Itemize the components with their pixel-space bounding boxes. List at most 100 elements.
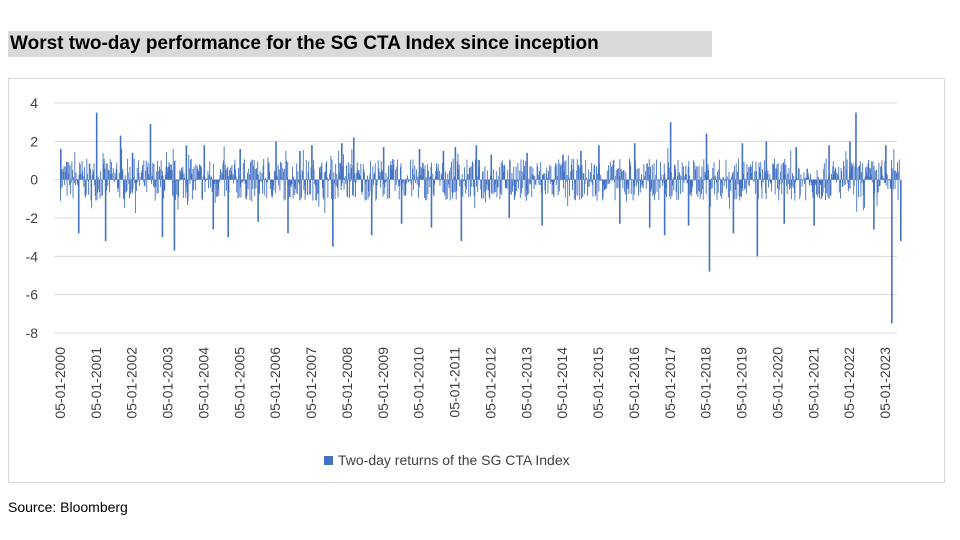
- noise-bar: [176, 179, 178, 195]
- noise-bar: [766, 174, 768, 180]
- noise-bar: [168, 161, 170, 180]
- noise-bar: [547, 179, 549, 194]
- noise-bar: [473, 179, 475, 196]
- noise-bar: [895, 170, 897, 180]
- noise-bar: [730, 179, 732, 192]
- data-bar: [849, 141, 851, 180]
- noise-bar: [395, 179, 397, 185]
- noise-bar: [320, 165, 322, 180]
- noise-bar: [459, 179, 461, 181]
- noise-bar: [861, 172, 862, 180]
- noise-bar: [241, 179, 242, 183]
- noise-bar: [741, 179, 743, 189]
- noise-bar: [242, 179, 244, 183]
- noise-bar: [632, 179, 634, 201]
- noise-bar: [254, 179, 256, 196]
- noise-bar: [633, 179, 635, 186]
- noise-bar: [266, 179, 268, 198]
- noise-bar: [735, 163, 737, 180]
- noise-bar: [778, 179, 780, 191]
- noise-bar: [497, 179, 498, 189]
- noise-bar: [763, 160, 765, 180]
- noise-bar: [608, 179, 610, 184]
- noise-bar: [73, 179, 75, 183]
- noise-bar: [416, 169, 418, 180]
- noise-bar: [171, 170, 173, 180]
- noise-bar: [492, 169, 494, 180]
- noise-bar: [464, 167, 466, 180]
- noise-bar: [164, 179, 166, 191]
- noise-bar: [222, 163, 224, 180]
- noise-bar: [696, 179, 698, 195]
- noise-bar: [217, 179, 219, 190]
- noise-bar: [458, 169, 460, 180]
- noise-bar: [652, 179, 654, 195]
- noise-bar: [554, 166, 556, 180]
- noise-bar: [729, 179, 731, 183]
- noise-bar: [726, 176, 728, 180]
- noise-bar: [402, 179, 404, 183]
- noise-bar: [643, 176, 645, 180]
- noise-bar: [341, 179, 343, 186]
- noise-bar: [130, 179, 132, 180]
- noise-bar: [691, 179, 693, 188]
- noise-bar: [486, 170, 488, 180]
- noise-bar: [209, 179, 211, 188]
- noise-bar: [439, 179, 441, 186]
- noise-bar: [389, 179, 391, 199]
- data-bar: [795, 147, 797, 180]
- data-bar: [212, 179, 215, 230]
- noise-bar: [429, 176, 431, 180]
- noise-bar: [96, 179, 98, 200]
- data-bar: [855, 112, 857, 180]
- noise-bar: [557, 179, 559, 196]
- noise-bar: [690, 179, 692, 197]
- noise-bar: [280, 176, 282, 180]
- noise-bar: [169, 164, 171, 180]
- noise-bar: [66, 179, 68, 196]
- noise-bar: [71, 161, 73, 180]
- noise-bar: [629, 161, 631, 180]
- noise-bar: [767, 170, 769, 180]
- noise-bar: [688, 160, 690, 180]
- noise-bar: [347, 162, 349, 180]
- noise-bar: [344, 178, 346, 180]
- noise-bar: [194, 179, 196, 191]
- noise-bar: [880, 166, 882, 180]
- noise-bar: [224, 179, 226, 197]
- noise-bar: [215, 179, 217, 197]
- noise-bar: [390, 160, 392, 180]
- noise-bar: [678, 171, 680, 180]
- noise-bar: [621, 172, 623, 180]
- noise-bar: [351, 149, 353, 180]
- noise-bar: [862, 163, 864, 180]
- noise-bar: [787, 173, 789, 180]
- noise-bar: [172, 148, 174, 180]
- noise-bar: [753, 179, 755, 182]
- noise-bar: [501, 179, 503, 195]
- noise-bar: [314, 179, 316, 184]
- noise-bar: [545, 179, 546, 195]
- noise-bar: [627, 179, 629, 189]
- noise-bar: [83, 167, 85, 180]
- noise-bar: [92, 171, 94, 180]
- noise-bar: [874, 170, 876, 180]
- noise-bar: [609, 161, 611, 180]
- noise-bar: [131, 179, 133, 192]
- noise-bar: [368, 179, 370, 192]
- noise-bar: [549, 164, 551, 180]
- noise-bar: [727, 179, 729, 198]
- noise-bar: [564, 179, 566, 198]
- noise-bar: [820, 179, 822, 200]
- noise-bar: [672, 177, 674, 180]
- noise-bar: [188, 154, 190, 180]
- noise-bar: [426, 164, 428, 180]
- noise-bar: [60, 179, 62, 189]
- noise-bar: [329, 173, 331, 180]
- noise-bar: [484, 166, 486, 180]
- noise-bar: [383, 179, 385, 184]
- x-tick-label: 05-01-2002: [124, 347, 140, 419]
- noise-bar: [657, 179, 659, 181]
- noise-bar: [103, 163, 105, 180]
- noise-bar: [268, 162, 269, 180]
